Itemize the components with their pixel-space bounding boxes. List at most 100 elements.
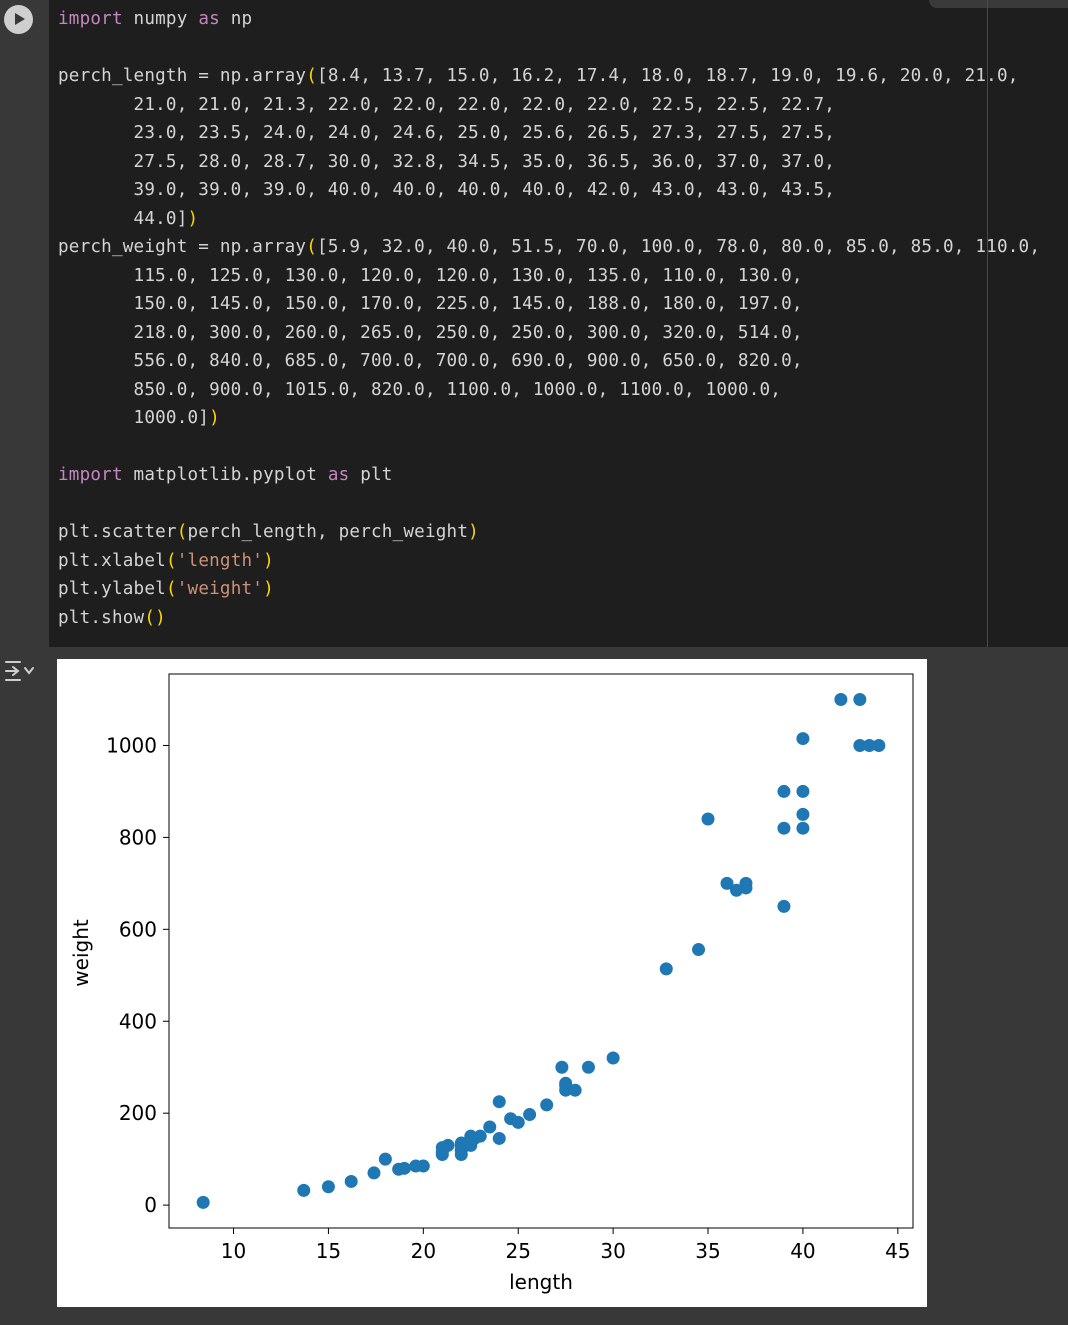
code-token: ) <box>187 208 199 229</box>
scatter-point <box>796 821 810 835</box>
code-token: ( <box>176 522 188 542</box>
x-tick-label: 15 <box>316 1239 341 1263</box>
code-token: 21.0, 21.0, 21.3, 22.0, 22.0, 22.0, 22.0… <box>58 94 836 115</box>
scatter-point <box>378 1152 392 1166</box>
y-tick-label: 800 <box>119 825 157 849</box>
scatter-point <box>720 876 734 890</box>
scatter-point <box>796 784 810 798</box>
y-tick-label: 200 <box>119 1101 157 1125</box>
scatter-point <box>777 784 791 798</box>
y-tick-label: 1000 <box>106 733 157 757</box>
y-axis-label: weight <box>69 919 93 987</box>
code-token: plt.xlabel <box>58 550 166 571</box>
scatter-point <box>568 1083 582 1097</box>
scatter-point <box>473 1129 487 1143</box>
x-tick-label: 30 <box>600 1239 625 1263</box>
output-gutter <box>0 647 48 1325</box>
code-token: 39.0, 39.0, 39.0, 40.0, 40.0, 40.0, 40.0… <box>58 180 836 200</box>
code-token: plt.ylabel <box>58 579 166 599</box>
y-tick-label: 0 <box>144 1193 157 1217</box>
run-cell-button[interactable] <box>4 5 33 34</box>
scatter-point <box>321 1180 335 1194</box>
editor-ruler-line <box>987 0 988 647</box>
y-tick-label: 400 <box>119 1009 157 1033</box>
code-token: ) <box>263 550 274 571</box>
scatter-point <box>441 1138 455 1152</box>
x-axis-label: length <box>509 1270 573 1294</box>
code-token: numpy <box>122 9 199 29</box>
output-toggle-icon[interactable] <box>4 657 36 687</box>
scatter-point <box>581 1060 595 1074</box>
scatter-point <box>862 738 876 752</box>
axes-frame <box>168 673 914 1229</box>
code-editor[interactable] <box>49 0 1068 647</box>
cell-gutter <box>0 0 48 647</box>
code-token: perch_weight = np.array <box>58 237 307 257</box>
code-token: perch_length = np.array <box>58 66 307 86</box>
scatter-point <box>297 1183 311 1197</box>
scatter-point <box>659 962 673 976</box>
code-token: 556.0, 840.0, 685.0, 700.0, 700.0, 690.0… <box>58 351 803 371</box>
scatter-point <box>344 1174 358 1188</box>
code-token: ( <box>306 237 318 257</box>
x-tick-label: 40 <box>790 1239 815 1263</box>
scatter-point <box>397 1161 411 1175</box>
scatter-point <box>796 807 810 821</box>
code-token: import <box>58 9 123 29</box>
code-token: plt.scatter <box>58 522 177 542</box>
code-token: 150.0, 145.0, 150.0, 170.0, 225.0, 145.0… <box>58 294 803 314</box>
code-token: as <box>198 9 220 29</box>
x-tick-label: 10 <box>221 1239 246 1263</box>
code-token: perch_length, perch_weight <box>187 522 469 542</box>
scatter-point <box>416 1159 430 1173</box>
scatter-point <box>777 821 791 835</box>
scatter-point <box>853 693 867 707</box>
code-token: ) <box>263 579 274 599</box>
scatter-point <box>196 1195 210 1209</box>
scatter-point <box>739 881 753 895</box>
cell-toolbar-stub <box>929 0 1068 8</box>
code-token: [8.4, 13.7, 15.0, 16.2, 17.4, 18.0, 18.7… <box>317 66 1019 86</box>
scatter-point <box>559 1083 573 1097</box>
code-text[interactable]: import numpy as np perch_length = np.arr… <box>58 5 1040 632</box>
scatter-point <box>701 812 715 826</box>
scatter-point <box>853 738 867 752</box>
scatter-point <box>523 1108 537 1122</box>
code-token: 'weight' <box>176 579 264 599</box>
code-token: 23.0, 23.5, 24.0, 24.0, 24.6, 25.0, 25.6… <box>58 123 836 143</box>
code-token: ( <box>306 66 318 86</box>
scatter-point <box>454 1148 468 1162</box>
scatter-point <box>796 732 810 746</box>
x-tick-label: 25 <box>505 1239 530 1263</box>
code-token: ( <box>165 550 177 571</box>
code-token: 1000.0] <box>58 408 210 428</box>
scatter-point <box>777 899 791 913</box>
code-token: matplotlib.pyplot <box>122 465 328 485</box>
code-token: 'length' <box>176 550 264 571</box>
scatter-point <box>872 738 886 752</box>
code-token: ) <box>468 522 479 542</box>
scatter-point <box>492 1095 506 1109</box>
scatter-point <box>834 693 848 707</box>
scatter-point <box>367 1166 381 1180</box>
y-tick-label: 600 <box>119 917 157 941</box>
code-token: [5.9, 32.0, 40.0, 51.5, 70.0, 100.0, 78.… <box>317 237 1041 257</box>
code-token: () <box>144 607 166 628</box>
code-token: 27.5, 28.0, 28.7, 30.0, 32.8, 34.5, 35.0… <box>58 151 836 172</box>
x-tick-label: 45 <box>885 1239 910 1263</box>
x-tick-label: 20 <box>411 1239 436 1263</box>
code-token: ( <box>165 579 177 599</box>
code-token: 218.0, 300.0, 260.0, 265.0, 250.0, 250.0… <box>58 322 803 343</box>
code-token: 44.0] <box>58 208 188 229</box>
code-token: plt <box>349 465 393 485</box>
scatter-point <box>483 1120 497 1134</box>
plot-output: 10 15 20 25 30 35 40 45 0 200 400 600 800 1000 lengt… <box>57 659 927 1307</box>
code-token: 850.0, 900.0, 1015.0, 820.0, 1100.0, 100… <box>58 379 782 400</box>
scatter-point <box>511 1115 525 1129</box>
scatter-point <box>540 1098 554 1112</box>
code-token: ) <box>209 408 220 428</box>
scatter-point <box>606 1051 620 1065</box>
code-token: 115.0, 125.0, 130.0, 120.0, 120.0, 130.0… <box>58 265 803 286</box>
code-token: plt.show <box>58 607 145 628</box>
code-token: as <box>327 465 350 485</box>
